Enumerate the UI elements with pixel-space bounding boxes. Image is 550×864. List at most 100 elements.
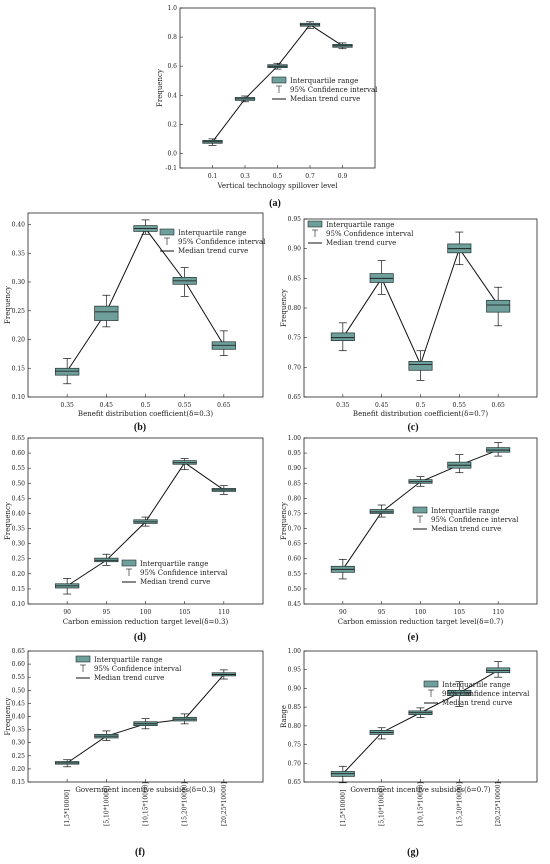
x-tick-label: 0.45	[375, 402, 389, 409]
y-tick-label: 0.85	[288, 480, 302, 487]
iqr-box	[486, 299, 511, 313]
x-tick-label: 90	[63, 609, 71, 616]
legend-ci-label: 95% Confidence interval	[326, 230, 414, 238]
y-tick-label: 0.90	[288, 246, 302, 253]
box-5	[211, 669, 236, 680]
legend-iqr-swatch	[121, 559, 137, 567]
x-axis-label: Benefit distribution coefficient(δ=0.7)	[353, 410, 488, 418]
y-tick-label: 0.70	[288, 364, 302, 371]
legend-median-label: Median trend curve	[140, 578, 210, 586]
iqr-box	[94, 305, 119, 321]
panel-label: (c)	[407, 422, 418, 433]
y-tick-label: 0.30	[12, 740, 26, 747]
y-tick-label: 0.40	[12, 714, 26, 721]
x-tick-label: 0.7	[305, 173, 315, 180]
chart-panel-e: 0.45 0.50 0.55 0.60 0.65 0.70 0.75 0.80 0.85 0.90…	[280, 435, 538, 643]
legend-iqr-swatch	[412, 506, 428, 514]
y-tick-label: 0.95	[288, 450, 302, 457]
box-2	[369, 260, 394, 295]
y-tick-label: 0.55	[12, 674, 26, 681]
box-3	[133, 718, 158, 730]
x-tick-label: 95	[378, 609, 386, 616]
panel-label: (g)	[407, 847, 419, 858]
y-tick-label: 0.30	[12, 541, 26, 548]
x-tick-label: 0.35	[60, 402, 74, 409]
box-5	[486, 286, 511, 327]
y-axis-label: Frequency	[280, 289, 288, 327]
y-tick-label: 0.80	[288, 305, 302, 312]
box-2	[94, 294, 119, 328]
iqr-box	[55, 367, 80, 376]
x-tick-label: 105	[179, 609, 191, 616]
box-4	[447, 454, 472, 474]
legend-iqr-swatch	[307, 220, 323, 228]
iqr-box	[408, 361, 433, 371]
x-tick-label: [1,5*10000]	[64, 790, 71, 826]
box-2	[94, 730, 119, 741]
legend-median-label: Median trend curve	[290, 95, 360, 103]
chart-panel-f: 0.15 0.20 0.25 0.30 0.35 0.40 0.45 0.50 0.55 0.60…	[4, 648, 264, 858]
x-tick-label: 0.45	[100, 402, 114, 409]
panel-label: (d)	[134, 632, 146, 643]
x-tick-label: 90	[339, 609, 347, 616]
x-tick-label: 0.5	[416, 402, 426, 409]
legend-ci-label: 95% Confidence interval	[442, 690, 530, 698]
chart-panel-d: 0.10 0.15 0.20 0.25 0.30 0.35 0.40 0.45 0.50 0.55…	[4, 435, 264, 643]
x-tick-label: 95	[103, 609, 111, 616]
iqr-box	[330, 332, 355, 341]
box-3	[267, 62, 288, 70]
y-tick-label: 0.70	[288, 526, 302, 533]
box-3	[408, 476, 433, 487]
box-1	[330, 765, 355, 784]
legend-iqr-swatch	[423, 680, 439, 688]
x-tick-label: 0.9	[338, 173, 348, 180]
y-tick-label: 0.65	[288, 541, 302, 548]
box-1	[55, 759, 80, 768]
y-tick-label: 0.80	[288, 495, 302, 502]
box-4	[172, 267, 197, 297]
box-2	[234, 95, 256, 103]
x-tick-label: [20,25*10000]	[221, 782, 228, 826]
x-tick-label: 100	[415, 609, 427, 616]
y-tick-label: 0.60	[288, 556, 302, 563]
y-tick-label: 0.55	[12, 465, 26, 472]
y-tick-label: 0.65	[288, 394, 302, 401]
y-tick-label: 0.45	[12, 495, 26, 502]
y-axis-label: Frequency	[280, 502, 288, 540]
y-tick-label: 0.20	[12, 766, 26, 773]
legend-iqr-label: Interquartile range	[442, 681, 510, 689]
x-tick-label: 0.3	[240, 173, 250, 180]
y-tick-label: 1.00	[288, 648, 302, 655]
box-1	[330, 322, 355, 352]
x-tick-label: 100	[140, 609, 152, 616]
y-tick-label: 0.25	[12, 308, 26, 315]
y-tick-label: 0.65	[12, 435, 26, 442]
x-axis-label: Benefit distribution coefficient(δ=0.3)	[78, 410, 213, 418]
legend-ci-label: 95% Confidence interval	[140, 569, 228, 577]
y-tick-label: 0.8	[167, 34, 177, 41]
y-tick-label: 1.0	[167, 5, 177, 12]
box-1	[55, 358, 80, 385]
y-tick-label: 0.75	[288, 510, 302, 517]
legend-median-label: Median trend curve	[326, 239, 396, 247]
median-trend-line	[342, 247, 499, 366]
legend-iqr-label: Interquartile range	[431, 507, 499, 515]
y-tick-label: 0.0	[167, 150, 177, 157]
x-tick-label: [10,15*10000]	[143, 782, 150, 826]
legend-median-label: Median trend curve	[178, 247, 248, 255]
y-tick-label: 0.90	[288, 685, 302, 692]
legend-iqr-swatch	[271, 76, 287, 84]
legend-iqr-swatch	[159, 228, 175, 236]
x-tick-label: [15,20*10000]	[182, 782, 189, 826]
y-axis-label: Frequency	[156, 69, 164, 107]
y-tick-label: 0.20	[12, 337, 26, 344]
iqr-box	[369, 509, 394, 514]
y-tick-label: 0.10	[12, 601, 26, 608]
y-tick-label: 0.50	[12, 480, 26, 487]
x-tick-label: [1,5*10000]	[340, 790, 347, 826]
y-tick-label: 0.70	[288, 760, 302, 767]
y-tick-label: 0.45	[12, 700, 26, 707]
